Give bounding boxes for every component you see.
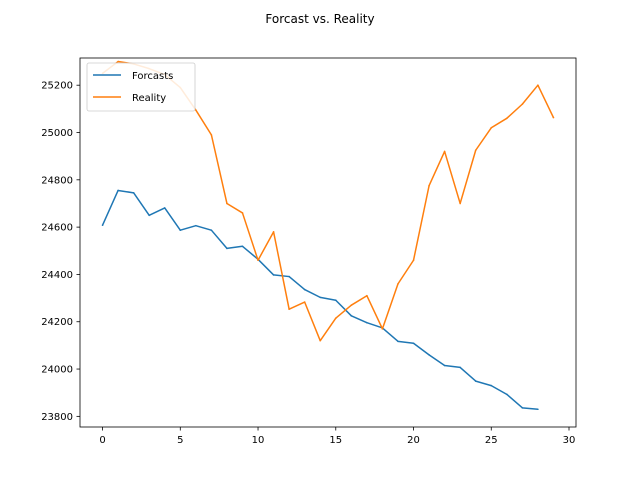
y-tick-label: 24000 bbox=[41, 365, 73, 376]
data-point bbox=[101, 224, 104, 227]
data-point bbox=[257, 259, 259, 262]
y-tick-label: 23800 bbox=[41, 412, 73, 423]
x-tick-label: 20 bbox=[407, 435, 420, 446]
data-point bbox=[521, 407, 524, 409]
axes-frame bbox=[79, 57, 577, 428]
data-point bbox=[210, 229, 213, 231]
x-tick-label: 15 bbox=[329, 435, 342, 446]
data-point bbox=[397, 283, 399, 285]
y-tick-label: 24800 bbox=[41, 175, 73, 186]
data-point bbox=[132, 192, 135, 194]
data-point bbox=[210, 134, 213, 136]
chart-title: Forcast vs. Reality bbox=[265, 12, 374, 26]
y-tick-label: 24400 bbox=[41, 270, 73, 281]
data-point bbox=[537, 84, 539, 86]
series-line-forcasts bbox=[101, 189, 538, 411]
series-layer bbox=[101, 60, 555, 411]
data-point bbox=[350, 304, 353, 306]
legend: Forcasts Reality bbox=[86, 62, 196, 112]
data-point bbox=[163, 207, 166, 209]
legend-label: Reality bbox=[132, 93, 166, 104]
data-point bbox=[490, 126, 493, 129]
data-point bbox=[552, 116, 555, 119]
data-point bbox=[303, 301, 306, 303]
data-point bbox=[288, 275, 290, 278]
data-point bbox=[428, 184, 430, 187]
x-tick-label: 25 bbox=[485, 435, 498, 446]
x-tick-label: 0 bbox=[99, 435, 105, 446]
data-point bbox=[381, 328, 384, 330]
data-point bbox=[459, 366, 461, 369]
data-point bbox=[241, 212, 244, 214]
data-point bbox=[490, 384, 493, 387]
data-point bbox=[397, 340, 399, 343]
data-point bbox=[334, 317, 337, 319]
y-tick-label: 24200 bbox=[41, 317, 73, 328]
data-point bbox=[303, 288, 306, 291]
data-point bbox=[195, 224, 197, 227]
data-point bbox=[474, 149, 477, 152]
x-axis: 0 5 10 15 20 25 30 bbox=[99, 427, 575, 446]
x-tick-label: 5 bbox=[177, 435, 183, 446]
data-point bbox=[226, 202, 228, 205]
y-tick-label: 25000 bbox=[41, 128, 73, 139]
data-point bbox=[226, 247, 228, 250]
x-tick-label: 10 bbox=[252, 435, 265, 446]
data-point bbox=[474, 380, 477, 382]
x-tick-label: 30 bbox=[563, 435, 576, 446]
data-point bbox=[428, 354, 430, 356]
data-point bbox=[117, 60, 119, 63]
data-point bbox=[319, 339, 322, 342]
y-tick-label: 25200 bbox=[41, 81, 73, 92]
data-point bbox=[443, 150, 446, 153]
data-point bbox=[537, 408, 539, 411]
data-point bbox=[334, 299, 337, 302]
data-point bbox=[179, 229, 182, 231]
data-point bbox=[288, 308, 290, 311]
data-point bbox=[366, 321, 368, 324]
data-point bbox=[412, 259, 415, 262]
data-point bbox=[459, 202, 461, 205]
data-point bbox=[350, 315, 353, 317]
y-axis: 23800 24000 24200 24400 24600 24800 25000 25200 bbox=[41, 81, 80, 423]
data-point bbox=[195, 109, 197, 111]
data-point bbox=[366, 294, 368, 297]
data-point bbox=[117, 189, 119, 192]
data-point bbox=[521, 103, 524, 105]
y-tick-label: 24600 bbox=[41, 223, 73, 234]
data-point bbox=[148, 214, 150, 217]
data-point bbox=[241, 245, 244, 248]
data-point bbox=[443, 364, 446, 367]
data-point bbox=[272, 231, 275, 233]
legend-label: Forcasts bbox=[132, 71, 173, 82]
data-point bbox=[412, 342, 415, 345]
data-point bbox=[506, 393, 508, 396]
data-point bbox=[506, 117, 508, 120]
data-point bbox=[319, 296, 322, 299]
data-point bbox=[272, 274, 275, 276]
